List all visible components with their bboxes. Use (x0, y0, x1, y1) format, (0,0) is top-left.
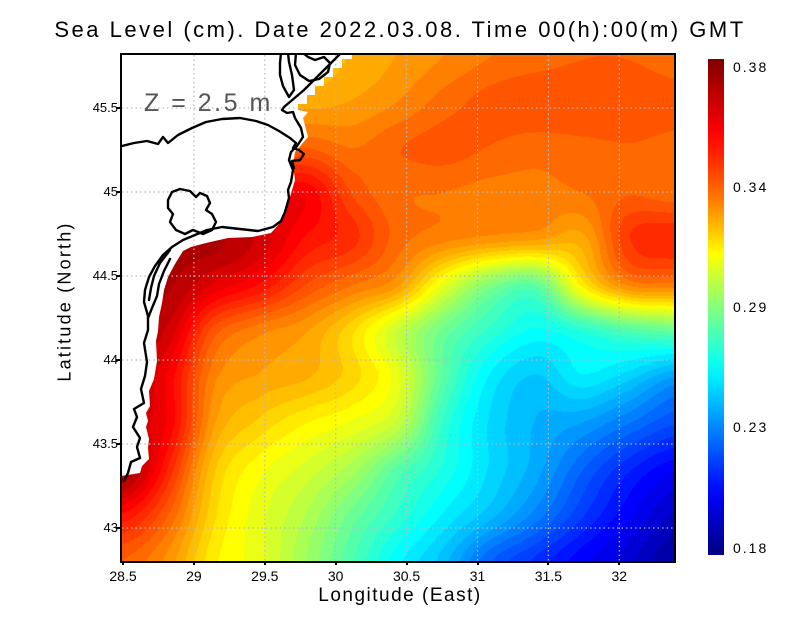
svg-text:Z = 2.5 m: Z = 2.5 m (144, 89, 273, 117)
